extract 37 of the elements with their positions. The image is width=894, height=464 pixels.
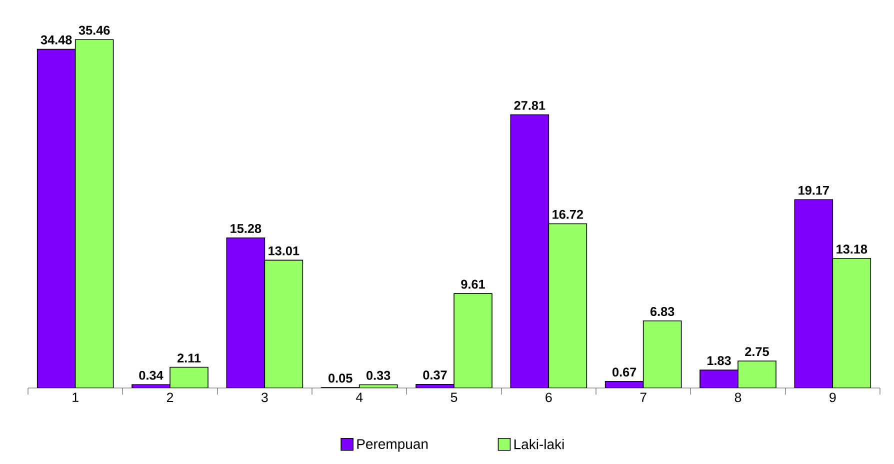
data-label: 0.37 xyxy=(423,370,447,380)
bar xyxy=(264,260,304,388)
data-label: 15.28 xyxy=(230,224,262,234)
bar xyxy=(170,366,208,388)
bar xyxy=(454,293,492,388)
bar xyxy=(738,360,776,388)
x-tick-label: 7 xyxy=(640,392,646,402)
data-label: 0.34 xyxy=(139,370,164,380)
legend-label: Laki-laki xyxy=(514,438,564,450)
data-label: 6.83 xyxy=(650,307,674,316)
data-label: 19.17 xyxy=(798,186,829,195)
data-label: 16.72 xyxy=(552,210,584,219)
bar xyxy=(642,320,682,388)
data-label: 0.67 xyxy=(612,368,636,377)
x-tick-label: 4 xyxy=(356,392,363,402)
x-tick-label: 2 xyxy=(166,392,174,402)
bar xyxy=(74,39,114,388)
data-label: 9.61 xyxy=(461,280,485,289)
x-tick-label: 8 xyxy=(734,392,742,402)
legend-label: Perempuan xyxy=(357,439,428,452)
bar xyxy=(548,223,588,388)
data-label: 2.75 xyxy=(745,347,769,356)
data-label: 34.48 xyxy=(40,35,72,44)
data-label: 35.46 xyxy=(78,26,110,35)
bar xyxy=(832,258,872,388)
x-tick-label: 9 xyxy=(830,392,836,402)
x-tick-label: 1 xyxy=(72,392,78,402)
x-tick-label: 6 xyxy=(546,392,552,402)
data-label: 0.05 xyxy=(328,374,352,383)
data-label: 27.81 xyxy=(514,100,546,110)
data-label: 2.11 xyxy=(177,354,201,362)
data-label: 13.01 xyxy=(268,246,300,256)
x-tick-label: 3 xyxy=(261,392,268,402)
x-tick-label: 5 xyxy=(450,392,458,402)
data-label: 0.33 xyxy=(366,370,390,380)
data-label: 1.83 xyxy=(707,356,731,366)
data-label: 13.18 xyxy=(836,244,868,254)
